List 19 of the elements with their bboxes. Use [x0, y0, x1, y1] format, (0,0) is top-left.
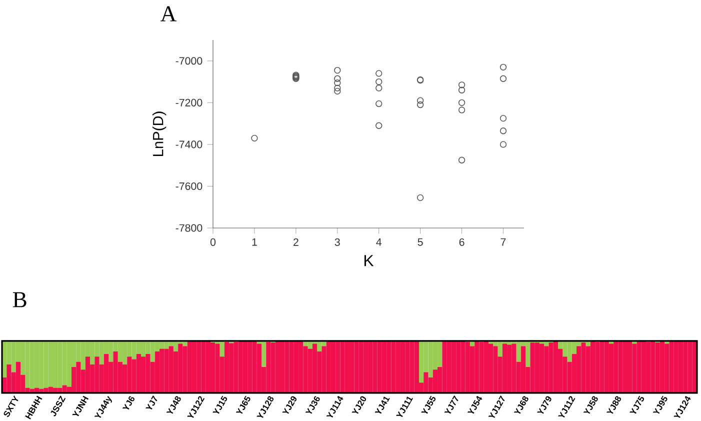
chart-title: B	[12, 292, 26, 308]
y-tick-label: -7000	[176, 57, 202, 65]
x-tick-label: 5	[418, 238, 423, 246]
x-tick-label: 7	[500, 238, 506, 246]
x-tick-label: 2	[294, 238, 298, 246]
y-tick-label: -7200	[176, 98, 202, 106]
x-tick-label: 3	[334, 238, 340, 246]
x-axis-title: K	[364, 255, 374, 266]
y-axis-title: LnP(D)	[152, 112, 166, 156]
x-tick-label: 1	[252, 238, 257, 246]
x-tick-label: 4	[376, 238, 382, 246]
y-tick-label: -7400	[176, 140, 202, 148]
x-tick-label: YJ7	[146, 396, 158, 410]
x-tick-label: 6	[459, 238, 464, 246]
x-tick-label: 0	[210, 238, 216, 246]
x-tick-label: YJ6	[122, 396, 134, 410]
y-tick-label: -7600	[176, 182, 202, 190]
y-tick-label: -7800	[176, 224, 202, 232]
chart-title: A	[160, 6, 176, 22]
